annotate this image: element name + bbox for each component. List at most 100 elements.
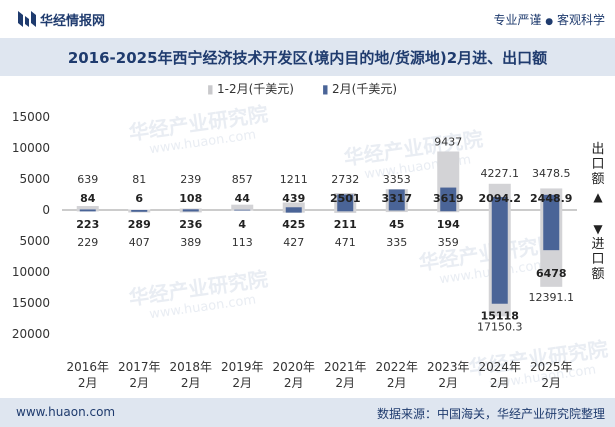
data-label-export-month: 2448.9 — [530, 192, 572, 205]
x-tick-label-year: 2016年 — [66, 360, 109, 374]
x-tick-label-year: 2025年 — [530, 360, 573, 374]
x-tick-label-year: 2018年 — [169, 360, 212, 374]
data-label-import-cumulative: 359 — [438, 236, 459, 249]
legend-marker-month: ▮ — [322, 82, 329, 96]
brand-name: 华经情报网 — [40, 14, 106, 29]
data-label-export-month: 6 — [135, 192, 143, 205]
bar-export-month — [543, 194, 560, 210]
x-tick-label-month: 2月 — [541, 376, 561, 390]
data-label-export-month: 3317 — [381, 192, 412, 205]
bar-export-month — [388, 189, 405, 210]
logo-icon — [18, 11, 36, 27]
data-label-export-cumulative: 239 — [180, 173, 201, 186]
x-tick-label-month: 2月 — [387, 376, 407, 390]
data-label-import-month: 289 — [128, 218, 151, 231]
x-tick-label-month: 2月 — [232, 376, 252, 390]
data-label-export-month: 3619 — [433, 192, 464, 205]
data-label-export-cumulative: 3478.5 — [532, 167, 571, 180]
import-arrow-icon: ▼ — [593, 222, 603, 236]
bar-export-month — [285, 207, 302, 210]
data-label-import-month: 425 — [282, 218, 305, 231]
bar-export-month — [440, 187, 457, 210]
data-label-export-month: 108 — [179, 192, 202, 205]
y-axis-bottom-label-char: 进 — [591, 237, 604, 252]
bar-export-cumulative — [76, 206, 99, 210]
y-axis-top-label-char: 额 — [591, 172, 604, 187]
legend-label-month: 2月(千美元) — [332, 82, 397, 96]
x-tick-label-year: 2024年 — [478, 360, 521, 374]
data-label-export-cumulative: 639 — [77, 173, 98, 186]
data-label-export-cumulative: 1211 — [280, 173, 308, 186]
bar-import-month — [79, 210, 96, 212]
title-bar: 2016-2025年西宁经济技术开发区(境内目的地/货源地)2月进、出口额 — [0, 38, 615, 76]
data-label-import-cumulative: 229 — [77, 236, 98, 249]
data-label-export-cumulative: 9437 — [434, 135, 462, 148]
data-label-export-month: 84 — [80, 192, 96, 205]
bar-import-cumulative — [385, 210, 408, 213]
bar-export-month — [491, 197, 508, 210]
y-tick-label: 10000 — [12, 141, 50, 155]
y-tick-label: 5000 — [19, 172, 50, 186]
y-tick-label: 15000 — [12, 296, 50, 310]
data-label-export-cumulative: 4227.1 — [481, 167, 520, 180]
export-arrow-icon: ▲ — [593, 190, 603, 204]
footer-url: www.huaon.com — [16, 405, 116, 419]
bar-import-month — [131, 210, 148, 212]
bar-import-month — [234, 210, 251, 211]
data-label-import-month: 211 — [334, 218, 357, 231]
bar-import-cumulative — [334, 210, 357, 213]
x-tick-label-month: 2月 — [181, 376, 201, 390]
bar-import-month — [491, 210, 508, 304]
data-label-import-month: 223 — [76, 218, 99, 231]
x-tick-label-year: 2019年 — [221, 360, 264, 374]
data-label-import-cumulative: 335 — [386, 236, 407, 249]
slogan-left: 专业严谨 — [493, 13, 542, 27]
data-label-import-cumulative: 113 — [232, 236, 253, 249]
data-label-export-cumulative: 857 — [232, 173, 253, 186]
header-bar: 华经情报网 专业严谨 ● 客观科学 — [0, 0, 615, 38]
x-tick-label-month: 2月 — [438, 376, 458, 390]
slogan-separator: ● — [545, 17, 554, 27]
y-tick-label: 15000 — [12, 110, 50, 124]
bar-import-month — [543, 210, 560, 251]
data-label-export-cumulative: 3353 — [383, 173, 411, 186]
bar-export-month — [337, 194, 354, 210]
x-tick-label-month: 2月 — [78, 376, 98, 390]
data-label-export-month: 2094.2 — [479, 192, 521, 205]
data-label-import-cumulative: 389 — [180, 236, 201, 249]
data-label-import-cumulative: 471 — [335, 236, 356, 249]
x-tick-label-month: 2月 — [490, 376, 510, 390]
bar-import-month — [440, 210, 457, 212]
y-axis-bottom-label-char: 口 — [591, 252, 604, 267]
data-label-import-cumulative: 17150.3 — [477, 320, 523, 333]
bar-export-month — [79, 209, 96, 210]
bar-import-month — [285, 210, 302, 213]
data-label-import-month: 15118 — [481, 310, 519, 323]
data-label-export-month: 439 — [282, 192, 305, 205]
y-axis-top-label-char: 口 — [591, 157, 604, 172]
data-label-import-month: 6478 — [536, 267, 567, 280]
y-tick-label: 20000 — [12, 327, 50, 341]
legend-label-cumulative: 1-2月(千美元) — [217, 82, 294, 96]
y-axis-bottom-label-char: 额 — [591, 267, 604, 282]
slogan-right: 客观科学 — [556, 13, 605, 27]
data-label-import-month: 4 — [238, 218, 246, 231]
slogan: 专业严谨 ● 客观科学 — [493, 11, 605, 28]
x-tick-label-month: 2月 — [335, 376, 355, 390]
data-label-import-cumulative: 407 — [129, 236, 150, 249]
x-tick-label-year: 2021年 — [324, 360, 367, 374]
x-tick-label-year: 2020年 — [272, 360, 315, 374]
data-label-import-month: 194 — [437, 218, 460, 231]
bar-export-cumulative — [231, 204, 254, 210]
data-label-export-cumulative: 81 — [132, 173, 146, 186]
chart: 华经产业研究院www.huaon.com华经产业研究院www.huaon.com… — [12, 82, 610, 392]
bar-export-month — [234, 209, 251, 211]
y-tick-label: 10000 — [12, 265, 50, 279]
bar-export-cumulative — [128, 209, 151, 210]
data-label-export-month: 2501 — [330, 192, 361, 205]
footer-source: 数据来源：中国海关，华经产业研究院整理 — [376, 407, 605, 421]
x-tick-label-month: 2月 — [284, 376, 304, 390]
data-label-export-cumulative: 2732 — [331, 173, 359, 186]
bar-import-month — [388, 210, 405, 211]
